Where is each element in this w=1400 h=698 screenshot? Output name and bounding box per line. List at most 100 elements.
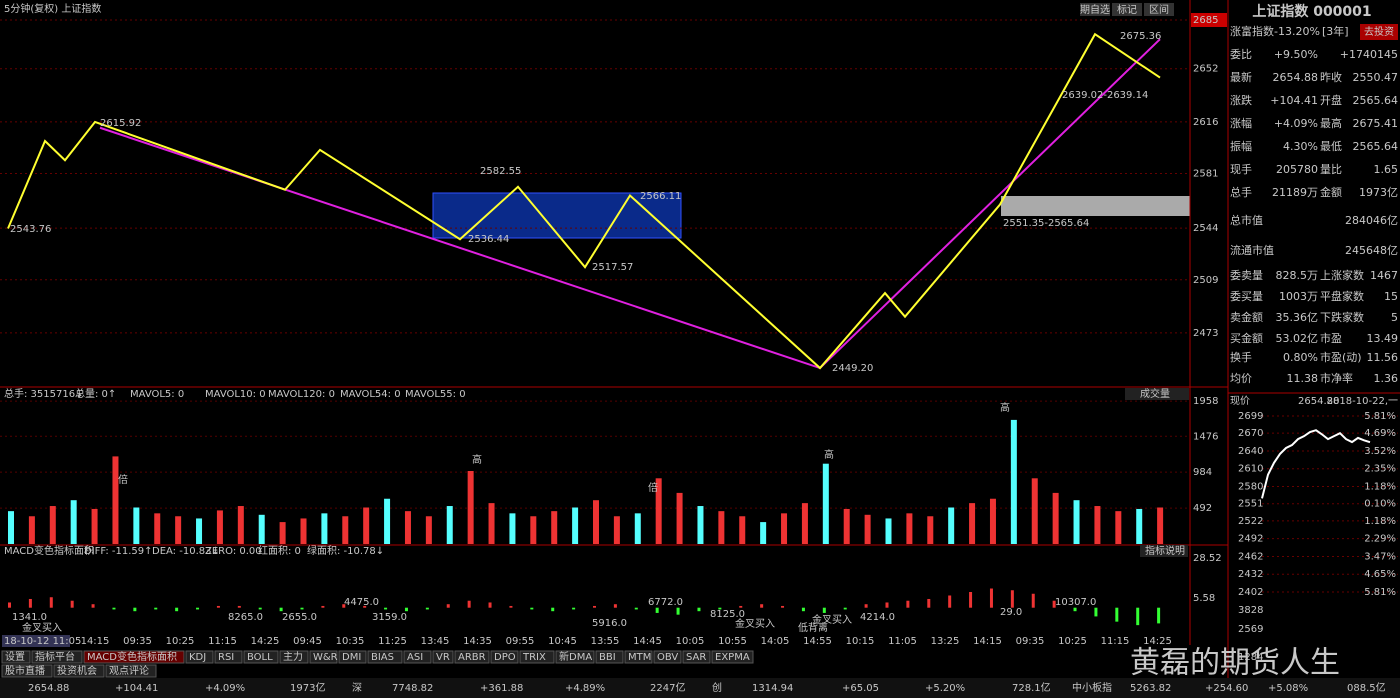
indicator-label: DEA: -10.83↓ [152, 546, 220, 557]
y-tick-label: 2473 [1193, 328, 1218, 339]
tab[interactable] [682, 650, 711, 664]
tab[interactable] [432, 650, 454, 664]
volume-bar [801, 503, 808, 544]
tab[interactable] [185, 650, 214, 664]
toolbar-button[interactable] [1112, 3, 1142, 16]
price-label: 2551.35-2565.64 [1003, 218, 1089, 229]
y-tick-label: 2580 [1238, 482, 1263, 493]
tab[interactable] [243, 650, 279, 664]
volume-bar [321, 513, 328, 544]
quote-value: 2654.88 [1273, 71, 1319, 84]
tab[interactable] [279, 650, 309, 664]
quote-value: 205780 [1276, 163, 1318, 176]
y-tick-label: 2462 [1238, 551, 1263, 562]
price-line [7, 32, 1161, 370]
tab[interactable] [454, 650, 490, 664]
quote-label: 流通市值 [1230, 243, 1274, 257]
macd-bar [572, 607, 576, 610]
tab[interactable] [490, 650, 519, 664]
volume-bar [572, 507, 579, 544]
tab-label: BOLL [247, 652, 273, 663]
tab[interactable] [595, 650, 624, 664]
macd-bar [279, 607, 283, 612]
button-label: 期自选 [1080, 3, 1110, 16]
tab[interactable] [367, 650, 403, 664]
quote-label: 涨幅 [1230, 117, 1252, 130]
indicator-label: 总量: 0↑ [75, 387, 116, 400]
tab[interactable] [711, 650, 754, 664]
macd-bar [49, 597, 53, 608]
quote-label: 总市值 [1230, 213, 1263, 227]
tab-label: VR [436, 652, 450, 663]
price-label: 2675.36 [1120, 31, 1161, 42]
tab[interactable] [53, 664, 105, 678]
quote-value: 2675.41 [1353, 117, 1399, 130]
volume-bar [948, 507, 955, 544]
quote-label: 昨收 [1320, 70, 1342, 84]
tab[interactable] [338, 650, 367, 664]
toolbar-button[interactable] [1144, 3, 1174, 16]
volume-bar [279, 522, 286, 544]
macd-label: 2655.0 [282, 612, 317, 623]
tab[interactable] [624, 650, 653, 664]
tab-label: 设置 [5, 651, 25, 663]
tab[interactable] [31, 650, 83, 664]
macd-bar [1052, 600, 1056, 608]
chart-title: 5分钟(复权) 上证指数 [4, 2, 101, 15]
volume-bar [718, 511, 725, 544]
quote-label: 委卖量 [1230, 269, 1263, 282]
volume-bar [906, 513, 913, 544]
quote-value: +4.09% [1274, 117, 1318, 130]
volume-bar [488, 503, 495, 544]
tab[interactable] [519, 650, 555, 664]
y-tick-label: 1476 [1193, 431, 1218, 442]
volume-bar [551, 511, 558, 544]
x-tick-label: 10:25 [1058, 636, 1087, 647]
volume-bar [864, 514, 871, 544]
selector[interactable] [1125, 388, 1189, 400]
tab[interactable] [309, 650, 338, 664]
gap-box [1001, 196, 1190, 216]
macd-bar [196, 607, 200, 610]
tab[interactable] [105, 664, 157, 678]
macd-bar [634, 607, 638, 610]
volume-bar [1031, 478, 1038, 544]
quote-label: 市盈 [1320, 331, 1342, 345]
tab[interactable] [83, 650, 185, 664]
help-button[interactable] [1140, 545, 1188, 557]
volume-bar [196, 518, 203, 544]
tab[interactable] [1, 664, 53, 678]
macd-bar [864, 604, 868, 608]
tab[interactable] [555, 650, 595, 664]
macd-bar [175, 607, 179, 612]
indicator-label: MAVOL5: 0 [130, 389, 184, 400]
y-tick-label: 2509 [1193, 275, 1218, 286]
y-tick-label: 2640 [1238, 446, 1263, 457]
status-bar [0, 678, 1400, 698]
tab[interactable] [214, 650, 243, 664]
x-tick-label: 14:45 [633, 636, 662, 647]
x-tick-label: 14:15 [81, 636, 110, 647]
y-tick-label: 2610 [1238, 464, 1263, 475]
tab[interactable] [1, 650, 31, 664]
quote-value: 13.49 [1367, 332, 1399, 345]
macd-bar [1094, 607, 1098, 617]
tab[interactable] [653, 650, 682, 664]
toolbar-button[interactable] [1080, 3, 1110, 16]
macd-bar [488, 602, 492, 608]
tab[interactable] [403, 650, 432, 664]
tab-label: TRIX [522, 652, 546, 663]
indicator-label: MAVOL120: 0 [268, 389, 335, 400]
tab-label: W&R [313, 652, 338, 663]
volume-mark: 高 [824, 448, 834, 461]
status-value: +4.89% [565, 683, 605, 694]
macd-bar [906, 600, 910, 608]
volume-bar [467, 471, 474, 544]
volume-bar [739, 516, 746, 544]
tab-label: MACD变色指标面积 [87, 650, 177, 663]
indicator-label: MACD变色指标面积 [4, 544, 94, 557]
invest-button[interactable] [1360, 24, 1398, 40]
quote-label: 市净率 [1320, 371, 1353, 385]
price-label: 2543.76 [10, 224, 51, 235]
x-tick-label: 13:55 [591, 636, 620, 647]
